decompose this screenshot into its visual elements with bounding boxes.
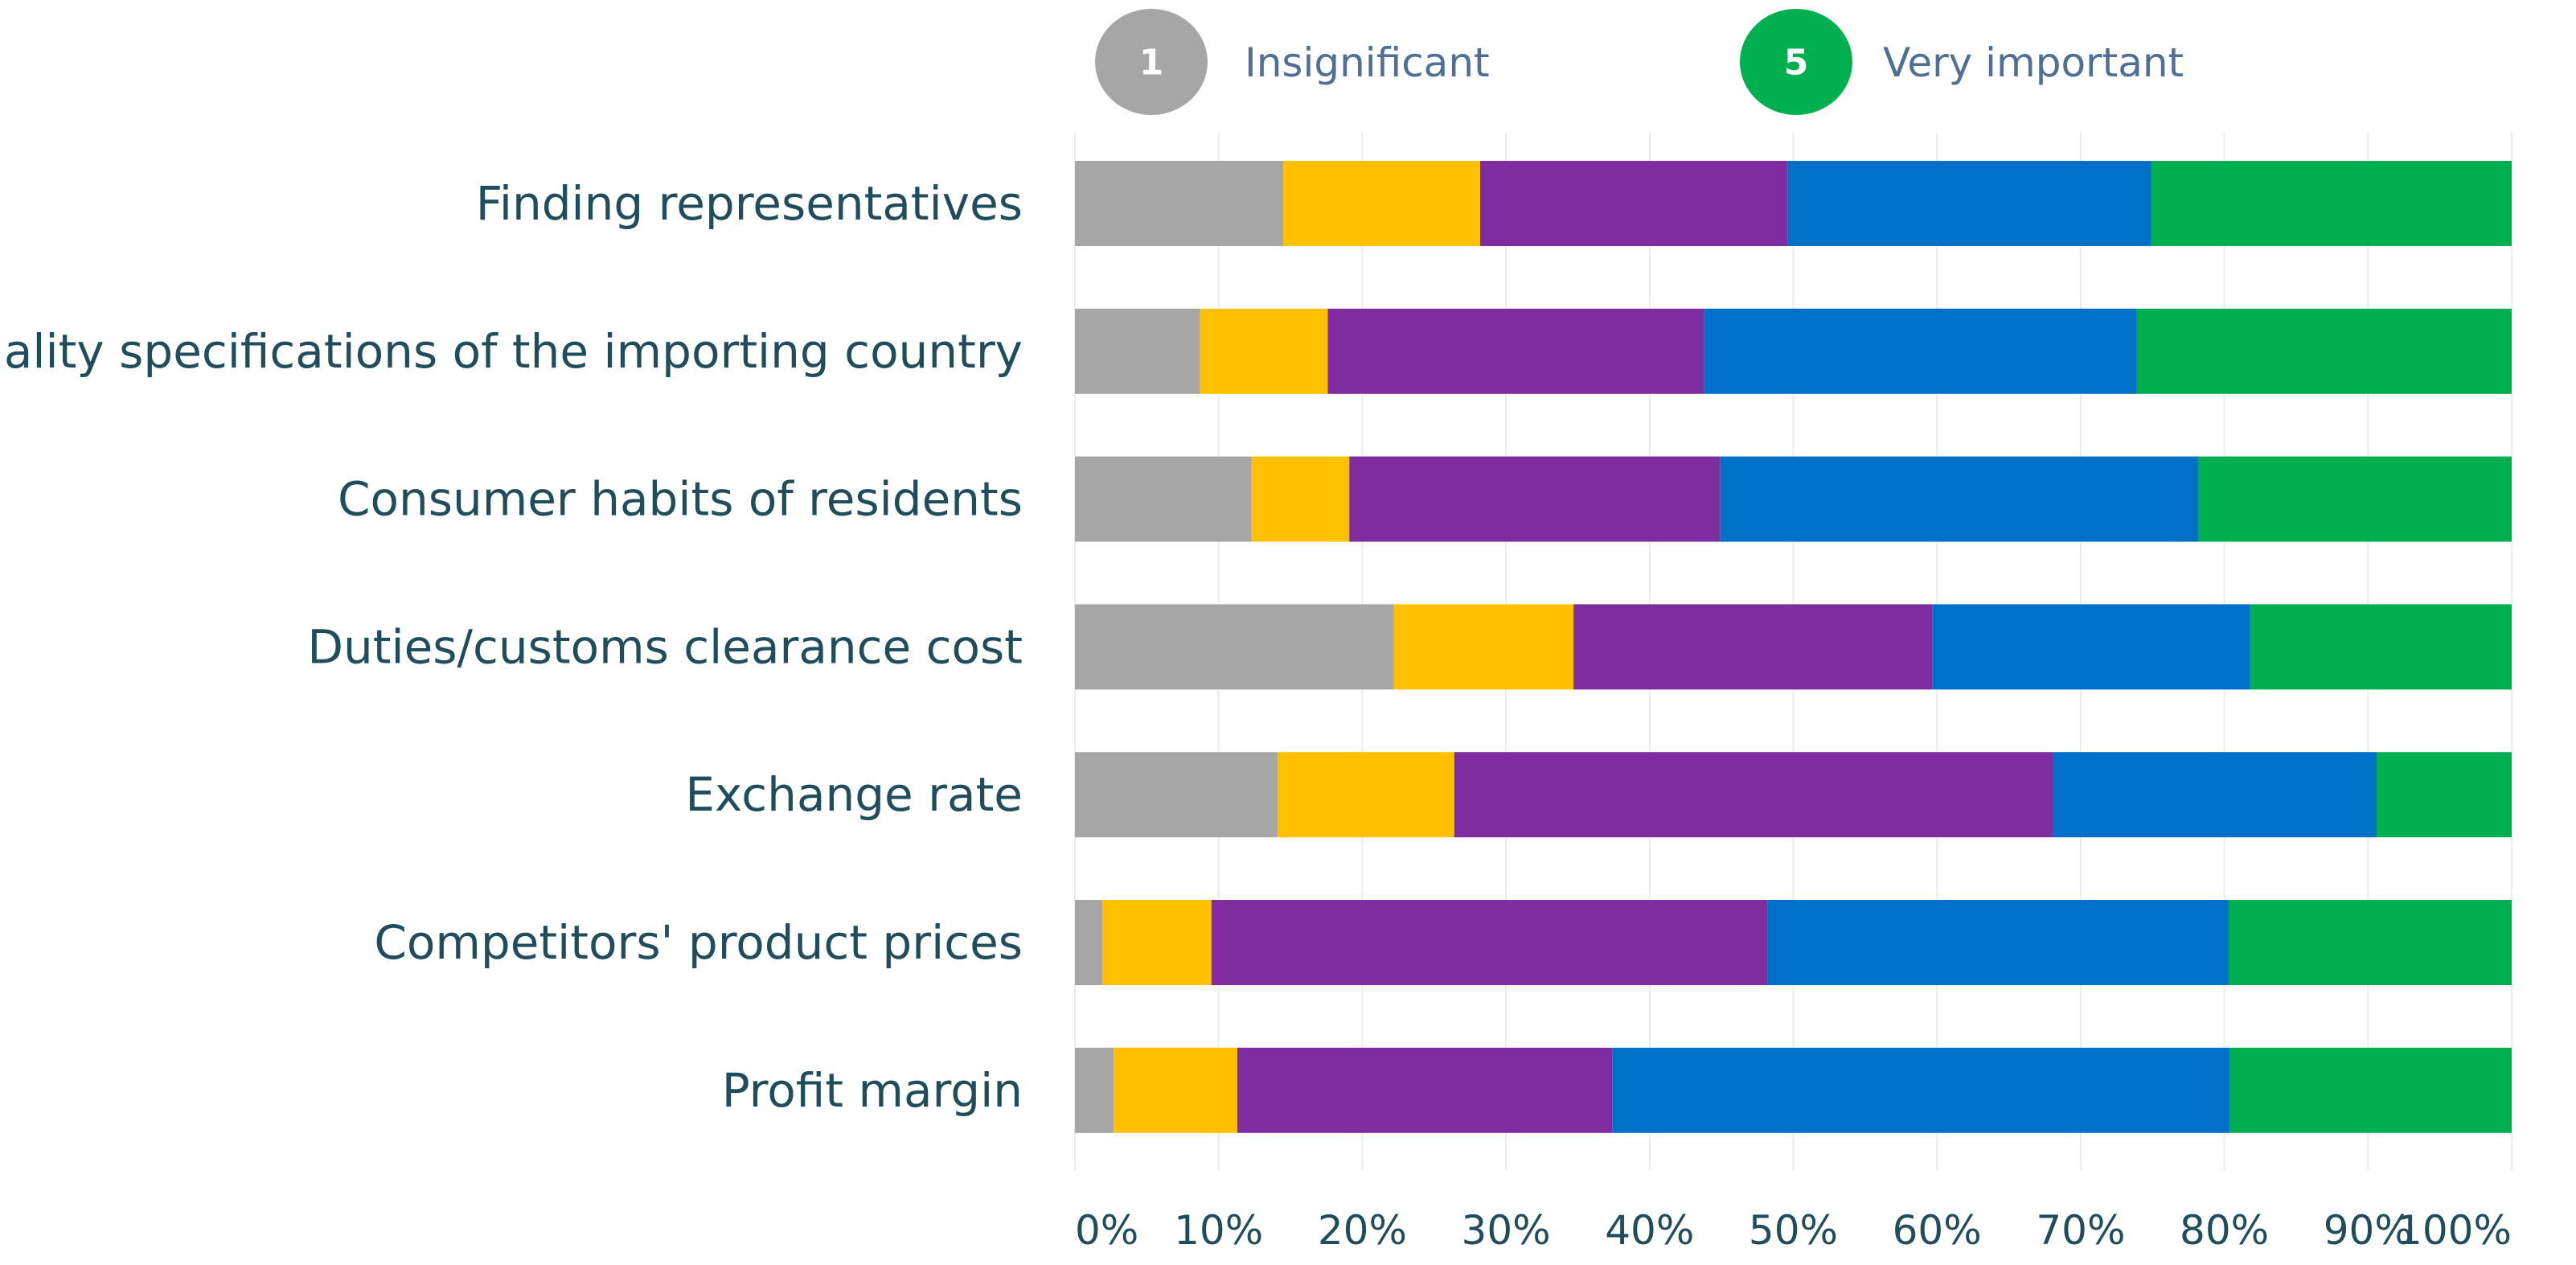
bar-segment-consumer-habits-of-residents-rating-3 [1349, 456, 1721, 542]
bar-segment-finding-representatives-rating-1 [1075, 161, 1284, 246]
bar-segment-profit-margin-rating-3 [1237, 1047, 1613, 1133]
legend-number-5: 5 [1784, 43, 1809, 84]
bar-segment-exchange-rate-rating-5 [2377, 752, 2512, 838]
legend-badge-1 [1095, 9, 1208, 115]
bar-segment-finding-representatives-rating-2 [1283, 161, 1480, 246]
bar-segment-finding-representatives-rating-5 [2151, 161, 2512, 246]
category-label-exchange-rate: Exchange rate [685, 767, 1023, 822]
bar-segment-competitors-product-prices-rating-1 [1075, 900, 1102, 985]
bar-segment-consumer-habits-of-residents-rating-4 [1720, 456, 2199, 542]
bar-segment-quality-specifications-of-the-importing-country-rating-4 [1704, 308, 2137, 394]
category-label-competitors-product-prices: Competitors' product prices [374, 915, 1023, 970]
bar-segment-finding-representatives-rating-4 [1787, 161, 2151, 246]
x-tick-label-60: 60% [1893, 1207, 1982, 1254]
bar-segment-duties-customs-clearance-cost-rating-4 [1932, 604, 2250, 690]
bar-segment-profit-margin-rating-4 [1612, 1047, 2230, 1133]
bar-segment-exchange-rate-rating-3 [1454, 752, 2053, 838]
category-label-quality-specifications-of-the-importing-country: Quality specifications of the importing … [0, 324, 1023, 379]
category-label-finding-representatives: Finding representatives [476, 176, 1023, 231]
bar-segment-quality-specifications-of-the-importing-country-rating-2 [1200, 308, 1328, 394]
legend-label-very-important: Very important [1883, 39, 2184, 86]
legend-label-insignificant: Insignificant [1245, 39, 1490, 86]
bar-segment-competitors-product-prices-rating-2 [1101, 900, 1212, 985]
bar-segment-quality-specifications-of-the-importing-country-rating-5 [2136, 308, 2512, 394]
bar-segment-competitors-product-prices-rating-5 [2228, 900, 2512, 985]
x-tick-label-10: 10% [1174, 1207, 1263, 1254]
bar-segment-profit-margin-rating-1 [1075, 1047, 1114, 1133]
legend-number-1: 1 [1139, 43, 1164, 84]
bar-segment-profit-margin-rating-2 [1114, 1047, 1237, 1133]
bar-segment-duties-customs-clearance-cost-rating-2 [1393, 604, 1574, 690]
bars [1075, 161, 2512, 1133]
x-tick-label-100: 100% [2397, 1207, 2512, 1254]
x-tick-label-40: 40% [1605, 1207, 1694, 1254]
category-label-duties-customs-clearance-cost: Duties/customs clearance cost [307, 619, 1023, 674]
x-tick-label-20: 20% [1318, 1207, 1407, 1254]
x-tick-label-0: 0% [1075, 1207, 1138, 1254]
category-label-profit-margin: Profit margin [722, 1063, 1023, 1118]
bar-segment-quality-specifications-of-the-importing-country-rating-3 [1327, 308, 1704, 394]
category-label-consumer-habits-of-residents: Consumer habits of residents [338, 472, 1023, 527]
bar-segment-competitors-product-prices-rating-3 [1211, 900, 1768, 985]
category-labels: Finding representatives Quality specifica… [0, 176, 1023, 1118]
bar-segment-duties-customs-clearance-cost-rating-1 [1075, 604, 1394, 690]
legend-badge-5 [1740, 9, 1852, 115]
bar-segment-exchange-rate-rating-4 [2053, 752, 2377, 838]
bar-segment-quality-specifications-of-the-importing-country-rating-1 [1075, 308, 1200, 394]
legend-item-insignificant: 1 Insignificant [1095, 9, 1490, 115]
bar-segment-profit-margin-rating-5 [2229, 1047, 2512, 1133]
bar-segment-consumer-habits-of-residents-rating-2 [1251, 456, 1350, 542]
bar-segment-consumer-habits-of-residents-rating-5 [2198, 456, 2512, 542]
bar-segment-consumer-habits-of-residents-rating-1 [1075, 456, 1252, 542]
x-axis-tick-labels: 0% 10% 20% 30% 40% 50% 60% 70% 80% 90%100% [1075, 1207, 2512, 1254]
x-tick-label-90: 90% [2324, 1207, 2413, 1254]
x-tick-label-80: 80% [2180, 1207, 2269, 1254]
x-tick-label-30: 30% [1462, 1207, 1551, 1254]
legend-item-very-important: 5 Very important [1740, 9, 2184, 115]
x-tick-label-70: 70% [2036, 1207, 2125, 1254]
legend: 1 Insignificant 5 Very important [1095, 9, 2184, 115]
bar-segment-duties-customs-clearance-cost-rating-3 [1573, 604, 1933, 690]
bar-segment-exchange-rate-rating-1 [1075, 752, 1278, 838]
bar-segment-finding-representatives-rating-3 [1479, 161, 1788, 246]
bar-segment-duties-customs-clearance-cost-rating-5 [2250, 604, 2512, 690]
bar-segment-competitors-product-prices-rating-4 [1767, 900, 2229, 985]
x-tick-label-50: 50% [1749, 1207, 1838, 1254]
bar-segment-exchange-rate-rating-2 [1277, 752, 1454, 838]
